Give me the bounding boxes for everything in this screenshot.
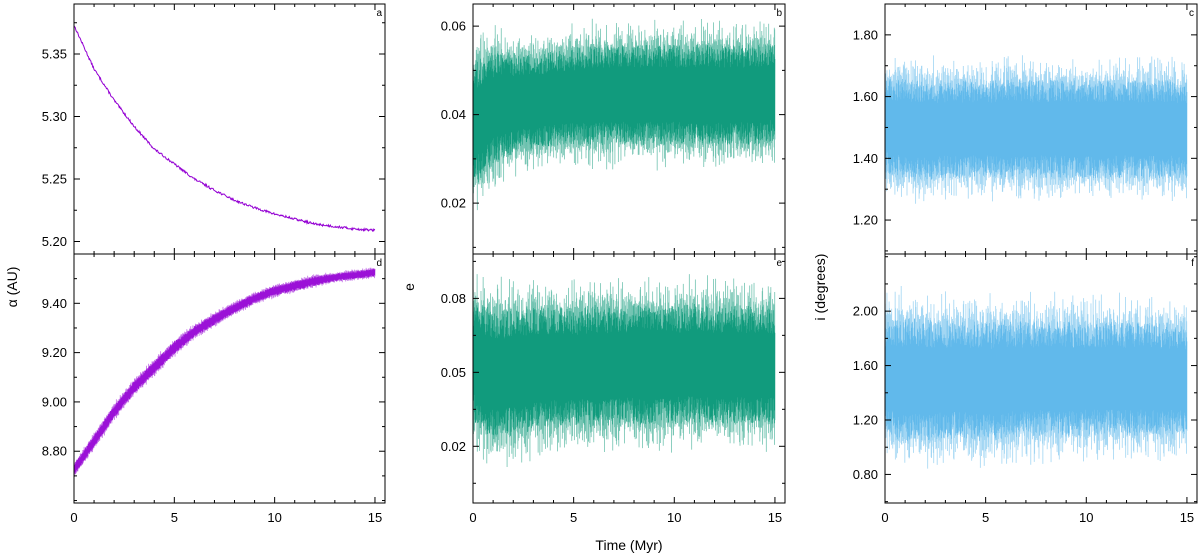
series-line-a bbox=[74, 25, 376, 233]
ytick-label-c-3: 1.80 bbox=[853, 27, 878, 42]
ytick-label-d-0: 8.80 bbox=[42, 444, 67, 459]
series-envelope-d bbox=[74, 267, 376, 477]
series-core-b bbox=[473, 44, 776, 187]
ytick-label-e-2: 0.08 bbox=[441, 291, 466, 306]
ytick-label-d-2: 9.20 bbox=[42, 345, 67, 360]
xtick-label-d-1: 5 bbox=[171, 510, 178, 525]
xtick-label-d-0: 0 bbox=[70, 510, 77, 525]
series-d-area bbox=[74, 267, 376, 477]
xtick-label-f-2: 10 bbox=[1079, 510, 1093, 525]
ytick-label-f-2: 1.60 bbox=[853, 358, 878, 373]
ylabel-inclination: i (degrees) bbox=[812, 254, 828, 321]
series-b-area bbox=[473, 18, 776, 211]
panel-letter-c: c bbox=[1189, 8, 1194, 19]
frame-d bbox=[73, 253, 386, 504]
panel-letter-f: f bbox=[1191, 258, 1194, 269]
ytick-label-c-1: 1.40 bbox=[853, 151, 878, 166]
xlabel-time: Time (Myr) bbox=[595, 537, 662, 553]
panel-d: 0 5 10 15 8.80 9.00 9.20 9.40 d bbox=[42, 253, 386, 525]
series-e-area bbox=[473, 274, 776, 468]
series-core-f bbox=[885, 318, 1188, 442]
panel-a: 5.20 5.25 5.30 5.35 a bbox=[42, 3, 386, 255]
panel-grid: 5.205.255.305.35a0.020.040.06b1.201.401.… bbox=[42, 3, 1198, 525]
panel-f: 0 5 10 15 0.80 1.20 1.60 2.00 f bbox=[853, 253, 1198, 525]
ytick-label-c-2: 1.60 bbox=[853, 89, 878, 104]
series-f-area bbox=[885, 285, 1188, 469]
ytick-label-a-3: 5.35 bbox=[42, 47, 67, 62]
ytick-label-b-2: 0.06 bbox=[441, 19, 466, 34]
series-a-area bbox=[74, 25, 376, 233]
xtick-label-e-2: 10 bbox=[667, 510, 681, 525]
xtick-label-e-1: 5 bbox=[570, 510, 577, 525]
xtick-label-d-3: 15 bbox=[368, 510, 382, 525]
ytick-label-e-1: 0.05 bbox=[441, 365, 466, 380]
ytick-label-b-1: 0.04 bbox=[441, 107, 466, 122]
ytick-label-a-1: 5.25 bbox=[42, 172, 67, 187]
series-core-e bbox=[473, 303, 776, 439]
panel-letter-d: d bbox=[376, 258, 382, 269]
ytick-label-f-1: 1.20 bbox=[853, 413, 878, 428]
ytick-label-e-0: 0.02 bbox=[441, 439, 466, 454]
xtick-label-e-0: 0 bbox=[469, 510, 476, 525]
ytick-label-d-3: 9.40 bbox=[42, 296, 67, 311]
ytick-label-f-0: 0.80 bbox=[853, 467, 878, 482]
panel-letter-e: e bbox=[776, 258, 782, 269]
panel-letter-a: a bbox=[376, 8, 382, 19]
ylabel-semi-major-axis: α (AU) bbox=[4, 267, 20, 308]
ytick-label-f-3: 2.00 bbox=[853, 304, 878, 319]
xtick-label-f-3: 15 bbox=[1180, 510, 1194, 525]
panel-letter-b: b bbox=[776, 8, 782, 19]
ytick-label-c-0: 1.20 bbox=[853, 213, 878, 228]
ytick-label-b-0: 0.02 bbox=[441, 196, 466, 211]
ytick-label-a-2: 5.30 bbox=[42, 109, 67, 124]
panel-b: 0.02 0.04 0.06 b bbox=[441, 3, 786, 255]
frame-e bbox=[472, 253, 786, 504]
frame-a bbox=[73, 3, 386, 255]
series-core-d bbox=[74, 268, 376, 475]
panel-c: 1.20 1.40 1.60 1.80 c bbox=[853, 3, 1198, 255]
xtick-label-e-3: 15 bbox=[768, 510, 782, 525]
xtick-label-d-2: 10 bbox=[267, 510, 281, 525]
ytick-label-a-0: 5.20 bbox=[42, 234, 67, 249]
xtick-label-f-0: 0 bbox=[881, 510, 888, 525]
ytick-label-d-1: 9.00 bbox=[42, 394, 67, 409]
panel-e: 0 5 10 15 0.02 0.05 0.08 e bbox=[441, 253, 786, 525]
ylabel-eccentricity: e bbox=[401, 283, 417, 291]
series-c-area bbox=[885, 55, 1188, 204]
series-core-c bbox=[885, 78, 1188, 180]
xtick-label-f-1: 5 bbox=[982, 510, 989, 525]
frame-f bbox=[884, 253, 1198, 504]
